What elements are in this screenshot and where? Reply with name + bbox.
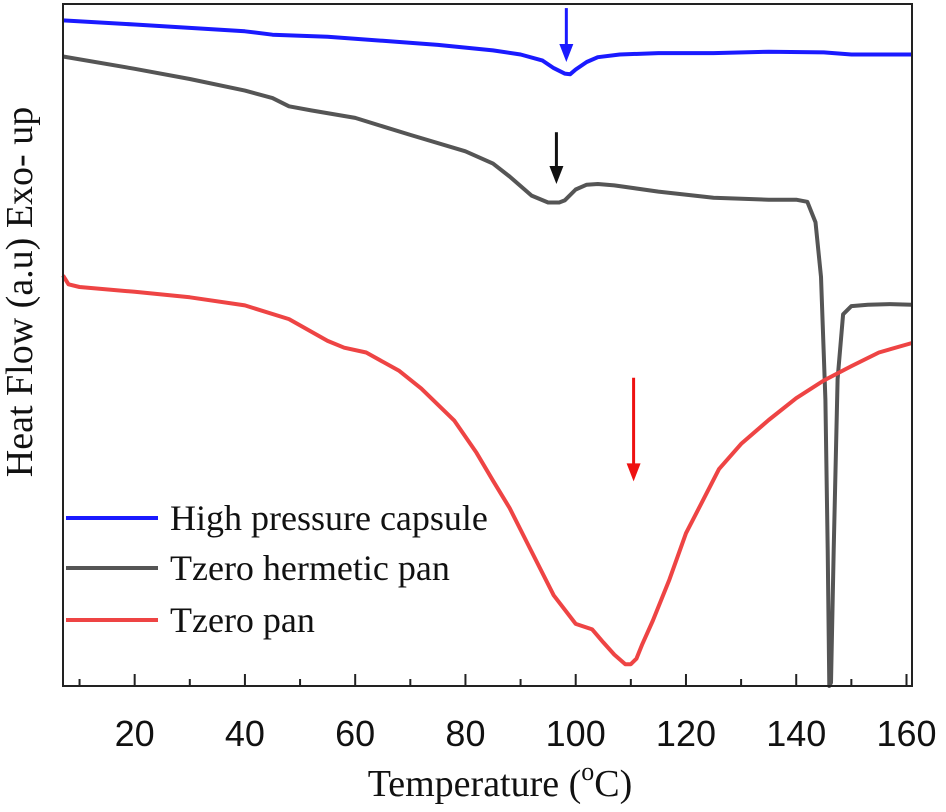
x-tick-label: 80: [445, 713, 485, 754]
x-tick-label: 100: [546, 713, 606, 754]
x-axis-title-main: Temperature (: [368, 763, 582, 805]
series-layer: [61, 18, 913, 688]
legend: High pressure capsule Tzero hermetic pan T…: [66, 498, 488, 640]
legend-label-2: Tzero pan: [170, 600, 315, 640]
annotation-arrow-2: [626, 377, 641, 482]
y-axis-title: Heat Flow (a.u) Exo- up: [0, 107, 41, 477]
series-line-0: [62, 18, 912, 77]
annotation-arrow-1: [549, 132, 564, 185]
x-tick-label: 40: [225, 713, 265, 754]
x-tick-label: 160: [876, 713, 936, 754]
annotation-arrow-0: [559, 8, 574, 62]
legend-label-0: High pressure capsule: [170, 498, 488, 538]
x-axis-title: Temperature (oC): [368, 757, 633, 805]
tick-layer: 20 40 60 80 100 120 140 160: [78, 674, 937, 754]
x-tick-label: 120: [656, 713, 716, 754]
annotation-layer: [549, 8, 641, 482]
x-tick-label: 60: [335, 713, 375, 754]
series-line-1: [62, 54, 913, 688]
x-tick-label: 20: [115, 713, 155, 754]
x-axis-title-unit: C): [594, 763, 632, 805]
plot-background: [63, 4, 912, 686]
x-tick-label: 140: [766, 713, 826, 754]
plot-frame: [62, 3, 913, 687]
legend-label-1: Tzero hermetic pan: [170, 548, 450, 588]
series-line-2: [61, 274, 913, 667]
x-axis-title-superscript: o: [581, 757, 594, 786]
